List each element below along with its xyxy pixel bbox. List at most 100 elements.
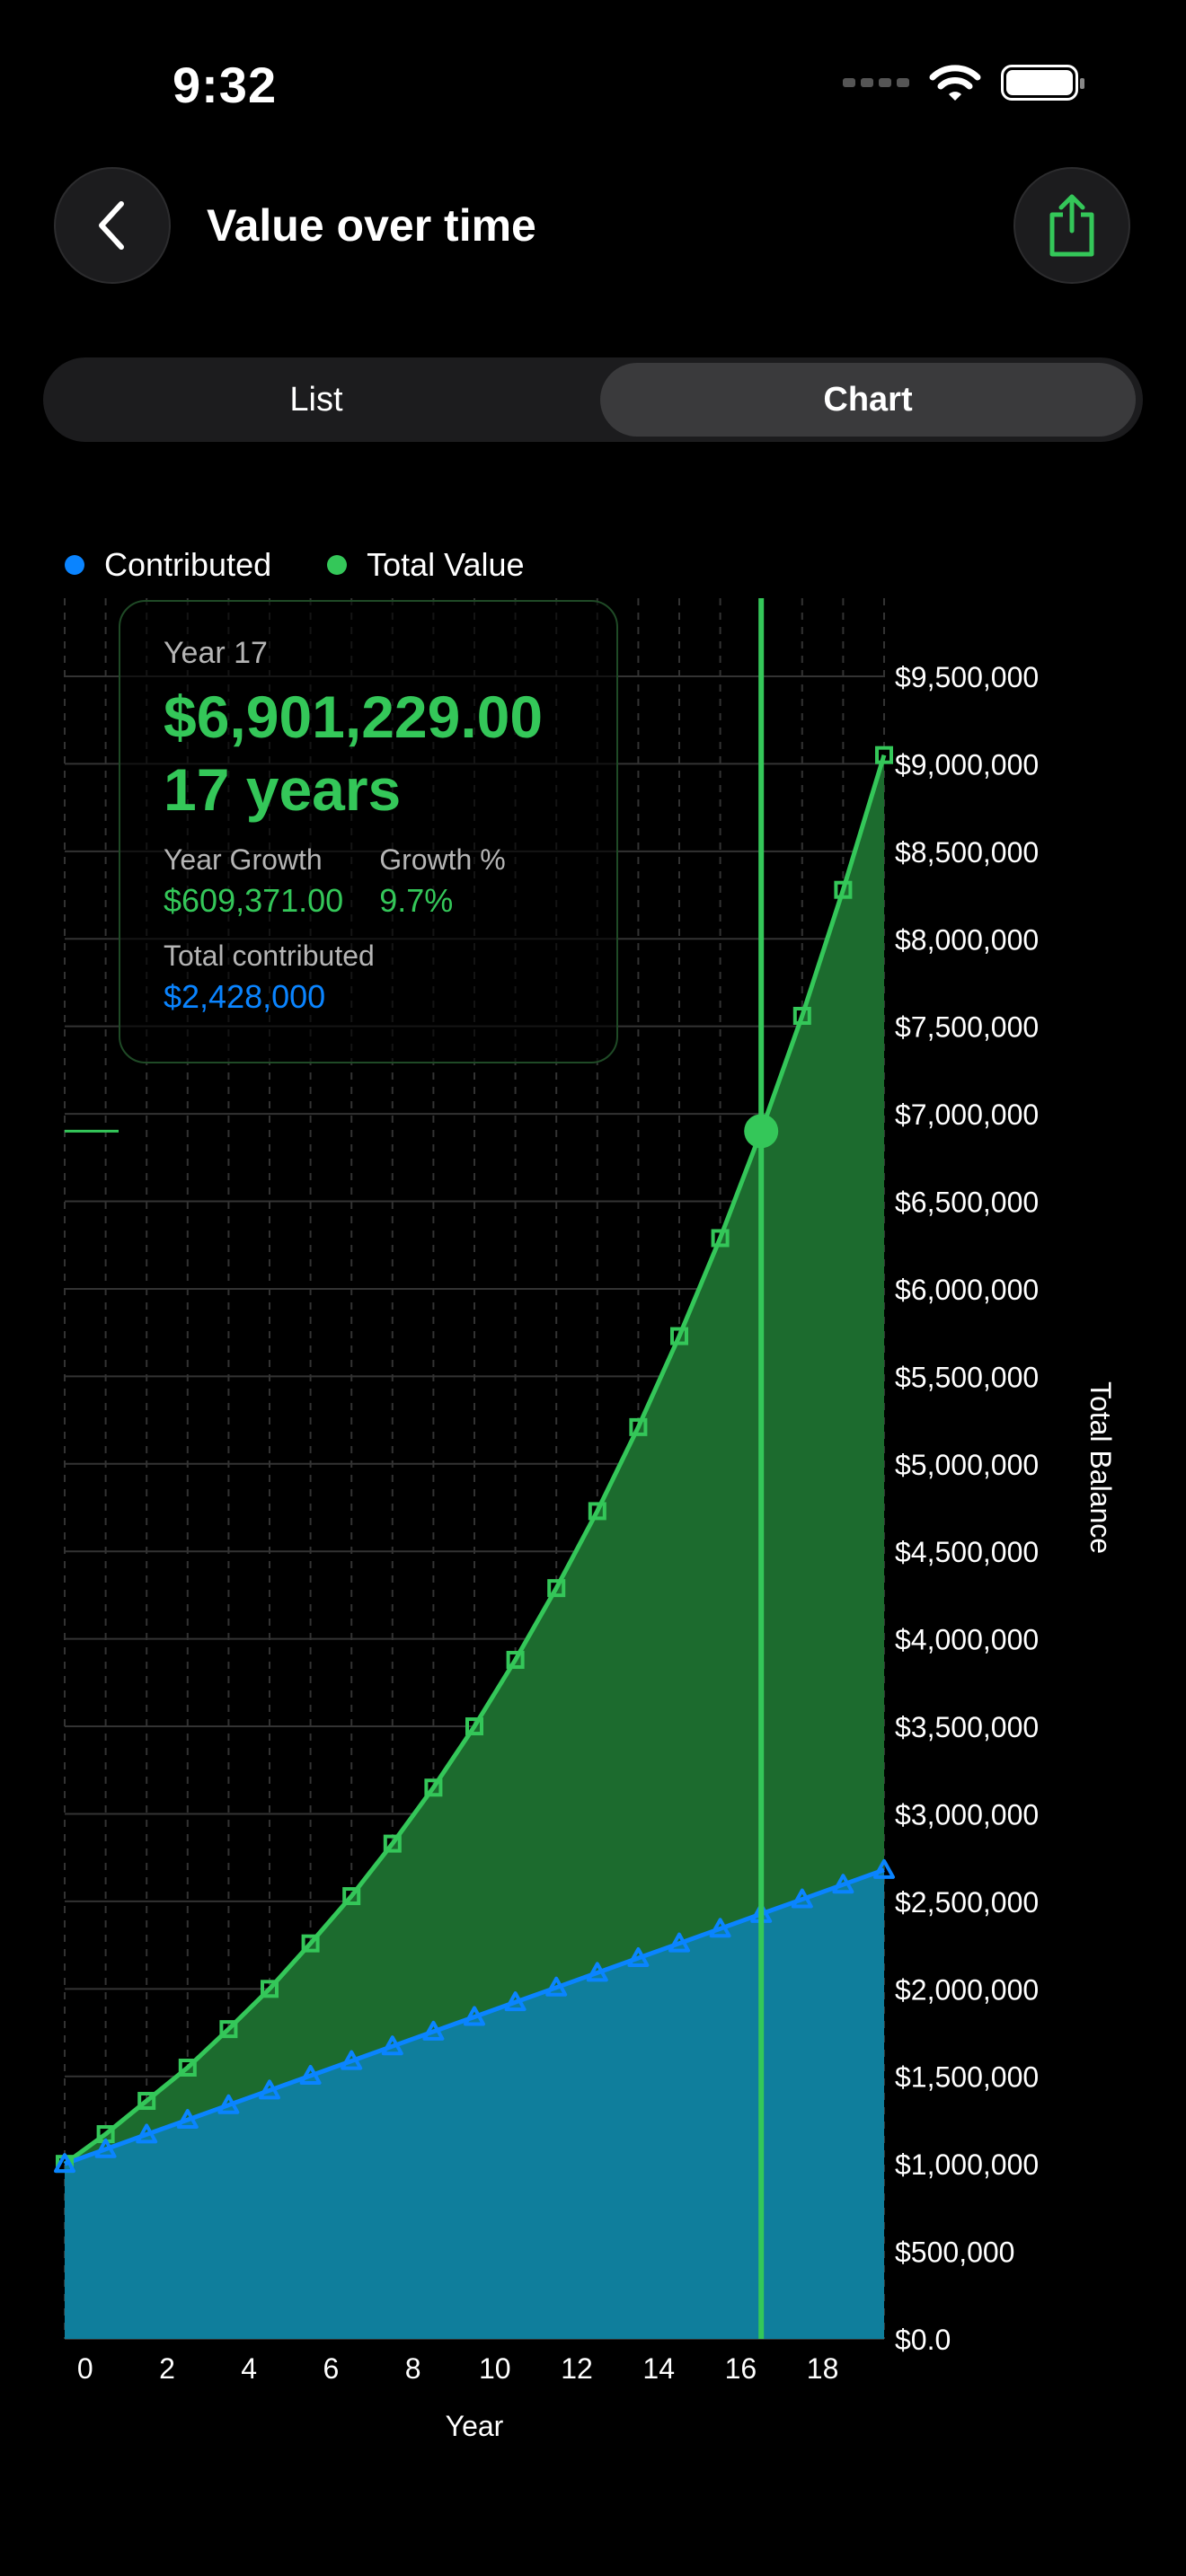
contributed-point <box>54 2153 75 2174</box>
tooltip-value: $6,901,229.00 <box>164 684 544 750</box>
x-tick-label: 10 <box>479 2352 511 2385</box>
page-title: Value over time <box>207 200 536 251</box>
contributed-point <box>873 1858 895 1879</box>
tooltip-growth-row: Year Growth $609,371.00 Growth % 9.7% <box>164 843 573 920</box>
segment-list[interactable]: List <box>289 380 343 419</box>
legend-total: Total Value <box>327 546 525 584</box>
total-value-point <box>178 2058 197 2077</box>
segment-chart[interactable]: Chart <box>600 363 1136 437</box>
contributed-point <box>627 1947 650 1968</box>
tooltip-year: Year 17 <box>164 636 268 670</box>
x-tick-label: 2 <box>159 2352 175 2385</box>
contributed-point <box>832 1874 854 1894</box>
tooltip-years: 17 years <box>164 755 402 823</box>
contributed-point <box>422 2020 445 2041</box>
total-value-point <box>137 2092 156 2111</box>
x-tick-label: 14 <box>642 2352 675 2385</box>
contributed-point <box>217 2094 240 2114</box>
contributed-point <box>709 1918 731 1938</box>
total-value-line <box>63 754 887 2166</box>
legend-contributed-dot <box>65 555 84 575</box>
total-value-point <box>670 1327 688 1345</box>
y-tick-label: $7,000,000 <box>895 1098 1039 1131</box>
y-tick-label: $9,500,000 <box>895 661 1039 693</box>
total-value-point <box>219 2020 238 2039</box>
total-value-point <box>383 1834 402 1853</box>
y-tick-label: $500,000 <box>895 2236 1014 2269</box>
status-indicators <box>843 63 1084 102</box>
tooltip-contributed-value: $2,428,000 <box>164 977 326 1015</box>
chart-legend: Contributed Total Value <box>65 546 525 584</box>
contributed-point <box>545 1976 568 1997</box>
contributed-point <box>94 2138 117 2158</box>
contributed-point <box>299 2064 322 2085</box>
y-tick-label: $5,500,000 <box>895 1361 1039 1393</box>
legend-contributed-label: Contributed <box>104 546 272 583</box>
tooltip-contributed: Total contributed $2,428,000 <box>164 940 573 1016</box>
contributed-point <box>791 1888 813 1909</box>
total-value-point <box>342 1887 361 1906</box>
x-tick-label: 6 <box>323 2352 340 2385</box>
total-value-point <box>301 1934 320 1953</box>
y-tick-label: $7,500,000 <box>895 1011 1039 1044</box>
total-value-point <box>834 880 853 899</box>
share-button[interactable] <box>1013 167 1130 284</box>
y-axis-title: Total Balance <box>1084 1381 1117 1554</box>
cellular-dots-icon <box>843 78 909 87</box>
y-tick-label: $1,000,000 <box>895 2148 1039 2181</box>
x-axis-title: Year <box>446 2410 504 2442</box>
x-tick-label: 18 <box>807 2352 839 2385</box>
contributed-point <box>504 1991 527 2012</box>
y-tick-label: $5,000,000 <box>895 1449 1039 1481</box>
x-tick-label: 8 <box>405 2352 421 2385</box>
total-value-point <box>629 1417 648 1436</box>
contributed-point <box>341 2050 363 2070</box>
legend-contributed: Contributed <box>65 546 271 584</box>
contributed-point <box>176 2109 199 2130</box>
total-value-area <box>65 754 884 2165</box>
y-tick-label: $1,500,000 <box>895 2061 1039 2094</box>
y-tick-label: $6,500,000 <box>895 1187 1039 1219</box>
tooltip-growth-pct: Growth % 9.7% <box>379 843 505 920</box>
y-tick-label: $3,000,000 <box>895 1798 1039 1831</box>
total-value-point <box>711 1229 730 1248</box>
selection-tooltip: Year 17 $6,901,229.00 17 years Year Grow… <box>119 600 618 1063</box>
contributed-point <box>586 1962 608 1982</box>
y-tick-label: $2,500,000 <box>895 1886 1039 1919</box>
back-button[interactable] <box>54 167 171 284</box>
contributed-point <box>381 2035 403 2056</box>
y-tick-label: $4,500,000 <box>895 1536 1039 1568</box>
total-value-point <box>792 1006 811 1025</box>
total-value-point <box>588 1502 606 1521</box>
status-time: 9:32 <box>173 57 278 113</box>
tooltip-growth-pct-value: 9.7% <box>379 881 454 919</box>
tooltip-growth-pct-label: Growth % <box>379 842 506 876</box>
y-tick-label: $8,000,000 <box>895 923 1039 956</box>
y-tick-label: $8,500,000 <box>895 836 1039 869</box>
contributed-area <box>65 1869 884 2339</box>
y-tick-label: $6,000,000 <box>895 1274 1039 1306</box>
y-tick-label: $4,000,000 <box>895 1624 1039 1656</box>
total-value-point <box>506 1651 525 1670</box>
tooltip-growth-value: $609,371.00 <box>164 881 344 919</box>
tooltip-growth-label: Year Growth <box>164 842 323 876</box>
total-value-point <box>424 1778 443 1797</box>
x-tick-label: 12 <box>561 2352 593 2385</box>
y-tick-label: $3,500,000 <box>895 1711 1039 1743</box>
contributed-point <box>464 2006 485 2026</box>
wifi-icon <box>929 65 981 101</box>
y-tick-label: $0.0 <box>895 2324 951 2356</box>
y-tick-label: $2,000,000 <box>895 1973 1039 2006</box>
contributed-point <box>259 2079 280 2100</box>
chevron-left-icon <box>99 201 124 250</box>
tooltip-growth: Year Growth $609,371.00 <box>164 843 343 920</box>
total-value-point <box>261 1980 279 1998</box>
battery-icon <box>1001 65 1084 101</box>
selection-point <box>744 1114 779 1149</box>
x-tick-label: 4 <box>241 2352 257 2385</box>
y-tick-label: $9,000,000 <box>895 748 1039 781</box>
legend-total-dot <box>327 555 348 575</box>
legend-total-label: Total Value <box>367 546 525 583</box>
x-tick-label: 16 <box>725 2352 757 2385</box>
